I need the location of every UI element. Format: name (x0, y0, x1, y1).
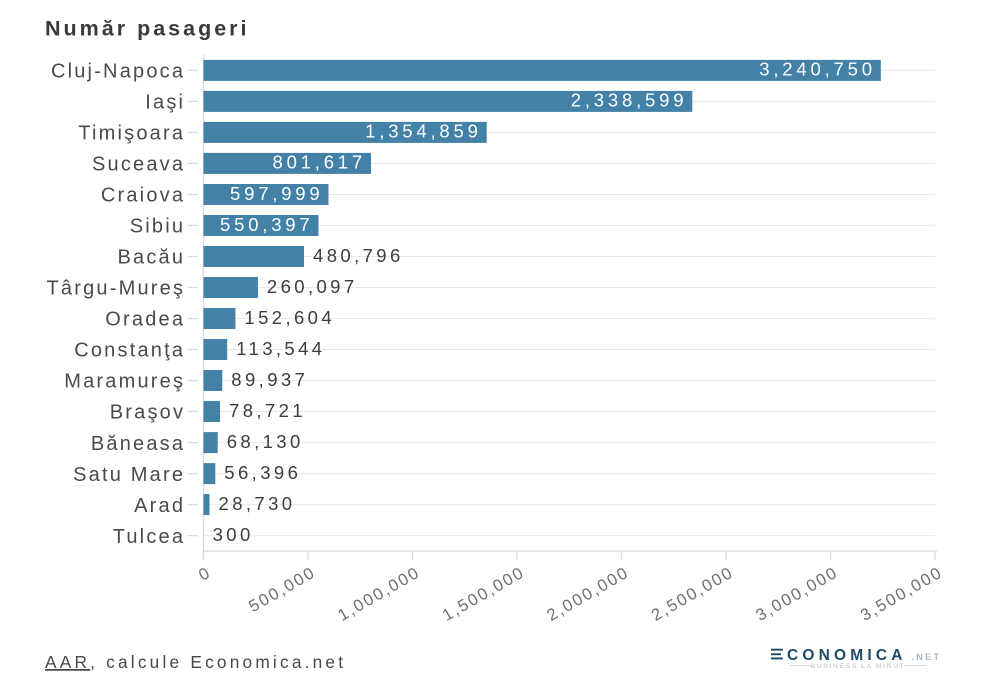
svg-text:28,730: 28,730 (219, 493, 296, 514)
svg-text:Craiova: Craiova (101, 185, 185, 207)
svg-text:597,999: 597,999 (230, 183, 323, 204)
svg-text:3,240,750: 3,240,750 (759, 59, 876, 80)
svg-text:480,796: 480,796 (313, 245, 404, 266)
svg-text:Număr pasageri: Număr pasageri (45, 17, 250, 41)
svg-text:550,397: 550,397 (220, 214, 313, 235)
svg-text:Cluj-Napoca: Cluj-Napoca (51, 61, 185, 83)
svg-text:78,721: 78,721 (229, 400, 306, 421)
svg-text:113,544: 113,544 (236, 338, 325, 359)
svg-text:Tulcea: Tulcea (113, 526, 186, 548)
svg-text:Oradea: Oradea (105, 309, 185, 331)
svg-text:Iaşi: Iaşi (145, 92, 185, 114)
svg-text:BUSINESS LA MINUT: BUSINESS LA MINUT (811, 663, 906, 670)
svg-text:Arad: Arad (134, 495, 185, 517)
svg-text:Braşov: Braşov (110, 402, 185, 424)
svg-text:Suceava: Suceava (92, 154, 185, 176)
svg-text:68,130: 68,130 (227, 431, 304, 452)
svg-text:Bacău: Bacău (117, 247, 185, 269)
svg-text:.NET: .NET (912, 652, 942, 663)
svg-text:Satu Mare: Satu Mare (73, 464, 185, 486)
svg-text:Maramureş: Maramureş (64, 371, 185, 393)
svg-text:801,617: 801,617 (273, 152, 366, 173)
svg-text:Timişoara: Timişoara (78, 123, 185, 145)
svg-text:Sibiu: Sibiu (130, 216, 185, 238)
svg-text:56,396: 56,396 (224, 462, 301, 483)
svg-text:AAR, calcule Economica.net: AAR, calcule Economica.net (45, 652, 346, 672)
svg-text:300: 300 (213, 524, 254, 545)
svg-text:CONOMICA: CONOMICA (787, 647, 907, 664)
svg-text:89,937: 89,937 (231, 369, 308, 390)
svg-text:152,604: 152,604 (244, 307, 335, 328)
svg-text:1,354,859: 1,354,859 (365, 121, 482, 142)
svg-text:Băneasa: Băneasa (91, 433, 185, 455)
svg-text:2,338,599: 2,338,599 (571, 90, 688, 111)
svg-text:Târgu-Mureş: Târgu-Mureş (47, 278, 186, 300)
svg-text:260,097: 260,097 (267, 276, 358, 297)
svg-text:Constanţa: Constanţa (74, 340, 185, 362)
